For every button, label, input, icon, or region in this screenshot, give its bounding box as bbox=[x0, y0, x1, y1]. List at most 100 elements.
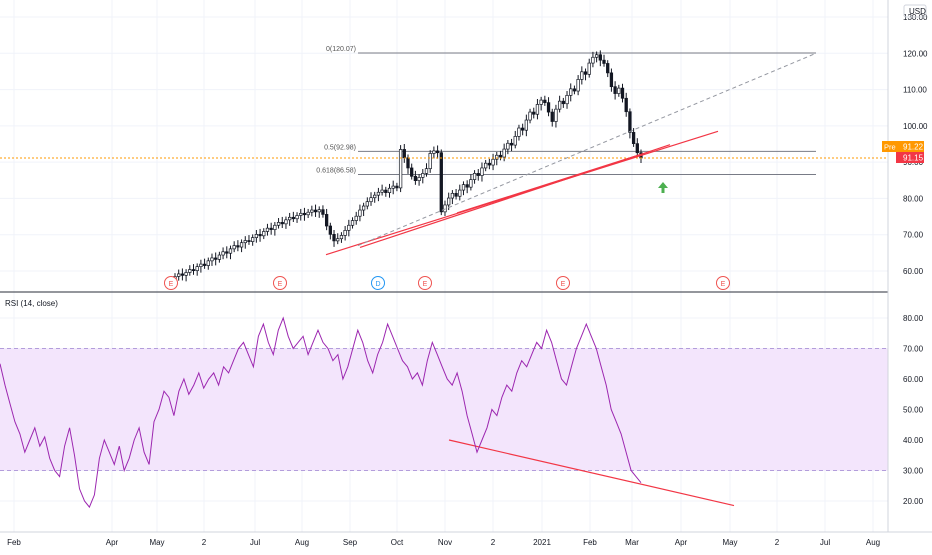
candle-6[interactable] bbox=[195, 263, 199, 276]
candle-55[interactable] bbox=[376, 187, 381, 202]
candle-79[interactable] bbox=[465, 180, 469, 194]
candle-20[interactable] bbox=[247, 235, 251, 245]
candle-75[interactable] bbox=[450, 190, 455, 205]
candle-113[interactable] bbox=[591, 51, 595, 68]
candle-5[interactable] bbox=[191, 264, 196, 275]
candle-8[interactable] bbox=[202, 258, 207, 269]
candle-121[interactable] bbox=[620, 83, 625, 103]
fibonacci-levels[interactable]: 0(120.07) 0.5(92.98) 0.618(86.58) bbox=[316, 46, 816, 176]
candle-106[interactable] bbox=[565, 91, 569, 109]
candle-16[interactable] bbox=[232, 241, 236, 253]
candle-12[interactable] bbox=[217, 251, 222, 263]
event-marker-2[interactable]: D bbox=[371, 276, 385, 290]
candle-1[interactable] bbox=[177, 269, 181, 281]
candle-80[interactable] bbox=[469, 174, 473, 191]
candle-68[interactable] bbox=[424, 163, 429, 177]
fib-diagonal[interactable] bbox=[357, 52, 817, 247]
candle-91[interactable] bbox=[509, 138, 514, 152]
candle-63[interactable] bbox=[406, 154, 410, 174]
candle-54[interactable] bbox=[373, 191, 377, 203]
candle-25[interactable] bbox=[265, 223, 270, 236]
candle-28[interactable] bbox=[276, 218, 281, 229]
candle-103[interactable] bbox=[554, 104, 558, 128]
candle-105[interactable] bbox=[561, 97, 565, 108]
candle-40[interactable] bbox=[321, 205, 325, 218]
candle-39[interactable] bbox=[317, 206, 321, 218]
candle-125[interactable] bbox=[635, 138, 639, 157]
candle-14[interactable] bbox=[225, 246, 229, 259]
time-axis[interactable]: Feb Apr May 2 Jul Aug Sep Oct Nov 2 2021 Feb Mar Apr M… bbox=[7, 538, 880, 547]
candle-22[interactable] bbox=[254, 229, 259, 243]
candle-76[interactable] bbox=[454, 188, 458, 200]
candle-118[interactable] bbox=[609, 68, 614, 92]
candle-4[interactable] bbox=[188, 265, 192, 276]
candle-21[interactable] bbox=[251, 234, 255, 246]
candle-110[interactable] bbox=[580, 66, 584, 85]
candle-89[interactable] bbox=[502, 143, 506, 162]
candle-53[interactable] bbox=[369, 192, 373, 206]
rsi-divergence-line[interactable] bbox=[448, 439, 735, 507]
candle-46[interactable] bbox=[343, 226, 347, 241]
trendline-short[interactable] bbox=[456, 152, 646, 214]
candle-81[interactable] bbox=[472, 170, 477, 184]
candle-96[interactable] bbox=[528, 108, 532, 124]
candle-123[interactable] bbox=[628, 108, 632, 139]
event-marker-5[interactable]: E bbox=[716, 276, 730, 290]
candle-83[interactable] bbox=[480, 162, 484, 182]
candle-44[interactable] bbox=[336, 233, 340, 245]
candle-73[interactable] bbox=[443, 200, 447, 217]
candle-67[interactable] bbox=[421, 169, 425, 184]
candle-122[interactable] bbox=[624, 92, 628, 117]
candle-109[interactable] bbox=[576, 75, 580, 96]
candle-104[interactable] bbox=[557, 95, 562, 113]
candle-52[interactable] bbox=[365, 197, 369, 210]
candle-62[interactable] bbox=[402, 144, 406, 163]
candle-50[interactable] bbox=[358, 204, 362, 222]
candle-93[interactable] bbox=[517, 124, 521, 141]
candle-2[interactable] bbox=[180, 268, 185, 281]
candle-85[interactable] bbox=[487, 158, 492, 170]
candle-119[interactable] bbox=[613, 81, 617, 100]
currency-box[interactable] bbox=[903, 4, 927, 18]
candle-78[interactable] bbox=[461, 181, 466, 196]
trendline-upper[interactable] bbox=[325, 130, 719, 256]
candle-61[interactable] bbox=[398, 145, 403, 193]
candle-10[interactable] bbox=[210, 253, 214, 266]
candle-120[interactable] bbox=[617, 84, 621, 97]
candle-30[interactable] bbox=[284, 216, 288, 229]
candle-19[interactable] bbox=[243, 236, 247, 249]
candle-87[interactable] bbox=[495, 151, 499, 166]
candle-9[interactable] bbox=[206, 257, 210, 270]
candle-29[interactable] bbox=[280, 216, 284, 229]
candle-18[interactable] bbox=[239, 239, 244, 253]
candle-70[interactable] bbox=[432, 146, 436, 159]
candle-66[interactable] bbox=[417, 174, 421, 186]
candle-90[interactable] bbox=[506, 140, 510, 155]
candle-116[interactable] bbox=[602, 54, 606, 67]
candle-86[interactable] bbox=[491, 153, 495, 171]
candle-13[interactable] bbox=[221, 247, 225, 260]
candle-27[interactable] bbox=[273, 222, 277, 236]
candle-60[interactable] bbox=[395, 182, 399, 192]
candle-71[interactable] bbox=[435, 145, 440, 159]
candle-84[interactable] bbox=[484, 159, 488, 172]
candle-57[interactable] bbox=[384, 186, 388, 197]
candle-64[interactable] bbox=[410, 163, 414, 180]
candle-59[interactable] bbox=[391, 180, 395, 195]
candle-101[interactable] bbox=[546, 97, 551, 117]
candle-69[interactable] bbox=[428, 150, 432, 173]
candle-72[interactable] bbox=[439, 149, 443, 216]
rsi-series-path[interactable] bbox=[0, 316, 642, 509]
candle-88[interactable] bbox=[498, 150, 503, 161]
candle-99[interactable] bbox=[539, 96, 543, 111]
candle-82[interactable] bbox=[476, 169, 480, 181]
candle-112[interactable] bbox=[587, 58, 591, 78]
candle-49[interactable] bbox=[354, 211, 358, 225]
event-marker-0[interactable]: E bbox=[164, 276, 178, 290]
candle-33[interactable] bbox=[295, 212, 299, 223]
candle-56[interactable] bbox=[380, 184, 384, 196]
candle-17[interactable] bbox=[236, 240, 240, 252]
candle-108[interactable] bbox=[572, 85, 577, 95]
candle-24[interactable] bbox=[262, 228, 266, 240]
